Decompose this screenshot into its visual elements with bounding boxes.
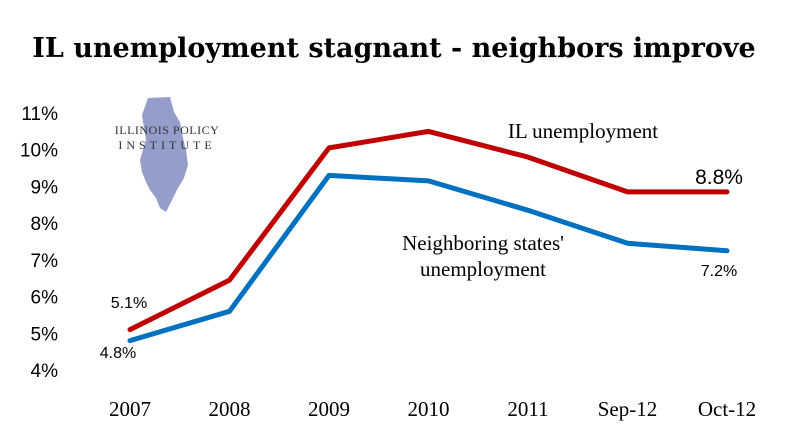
y-axis: 4% 5% 6% 7% 8% 9% 10% 11% bbox=[20, 104, 58, 382]
x-tick-label: 2011 bbox=[507, 397, 548, 421]
x-tick-label: Oct-12 bbox=[698, 397, 756, 421]
y-tick-label: 4% bbox=[31, 361, 59, 382]
series-label-neighbors-line-1: Neighboring states' bbox=[402, 231, 564, 255]
illinois-state-shape-icon bbox=[140, 97, 188, 212]
x-axis: 2007 2008 2009 2010 2011 Sep-12 Oct-12 bbox=[109, 397, 756, 421]
y-tick-label: 8% bbox=[31, 214, 59, 235]
data-label-neighbors-oct-12: 7.2% bbox=[701, 263, 737, 280]
logo-line-2: INSTITUTE bbox=[118, 138, 215, 152]
data-label-neighbors-2007: 4.8% bbox=[100, 345, 136, 362]
x-tick-label: 2007 bbox=[109, 397, 151, 421]
x-tick-label: Sep-12 bbox=[598, 397, 658, 421]
chart-title: IL unemployment stagnant - neighbors imp… bbox=[32, 33, 755, 64]
x-tick-label: 2008 bbox=[209, 397, 251, 421]
logo-line-1: ILLINOIS POLICY bbox=[115, 123, 220, 137]
series-layer bbox=[127, 128, 730, 344]
series-label-neighbors-line-2: unemployment bbox=[420, 257, 546, 281]
series-label-il: IL unemployment bbox=[508, 119, 658, 143]
y-tick-label: 6% bbox=[31, 288, 59, 309]
y-tick-label: 11% bbox=[21, 104, 58, 125]
data-label-il-oct-12: 8.8% bbox=[695, 166, 743, 189]
y-tick-label: 10% bbox=[20, 141, 58, 162]
y-tick-label: 9% bbox=[31, 177, 59, 198]
illinois-policy-logo: ILLINOIS POLICY INSTITUTE bbox=[115, 97, 220, 212]
x-tick-label: 2010 bbox=[408, 397, 450, 421]
y-tick-label: 5% bbox=[31, 324, 59, 345]
data-label-il-2007: 5.1% bbox=[111, 295, 147, 312]
y-tick-label: 7% bbox=[31, 251, 59, 272]
x-tick-label: 2009 bbox=[308, 397, 350, 421]
